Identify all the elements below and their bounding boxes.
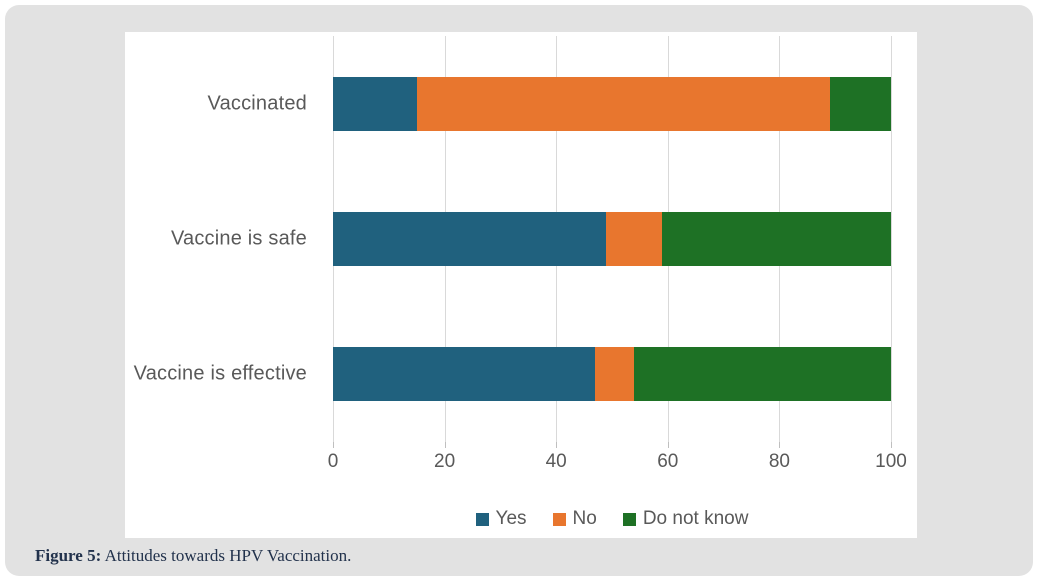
figure-panel: Vaccinated Vaccine is safe Vaccine is effe… bbox=[5, 5, 1033, 576]
bar-segment-do-not-know bbox=[662, 212, 891, 266]
legend-swatch-icon bbox=[552, 512, 566, 526]
bar-row bbox=[333, 212, 891, 266]
category-label: Vaccine is safe bbox=[170, 227, 307, 250]
bar-segment-yes bbox=[333, 347, 596, 402]
plot-area bbox=[333, 36, 892, 442]
legend-label: No bbox=[572, 508, 597, 529]
bar-segment-do-not-know bbox=[829, 76, 891, 131]
bar-segment-no bbox=[595, 347, 635, 402]
x-tick-label: 20 bbox=[434, 451, 456, 472]
x-tick-label: 80 bbox=[768, 451, 790, 472]
bar-segment-no bbox=[606, 212, 663, 266]
chart-legend: Yes No Do not know bbox=[333, 508, 891, 530]
legend-item-do-not-know: Do not know bbox=[622, 508, 749, 530]
bar-segment-do-not-know bbox=[634, 347, 891, 402]
legend-swatch-icon bbox=[622, 512, 636, 526]
x-tick-mark bbox=[779, 442, 781, 448]
x-tick-mark bbox=[556, 442, 558, 448]
x-tick-mark bbox=[333, 442, 334, 448]
bar-row bbox=[333, 347, 891, 402]
legend-item-no: No bbox=[552, 508, 597, 530]
x-tick-label: 100 bbox=[875, 451, 907, 472]
x-tick-label: 60 bbox=[657, 451, 679, 472]
bar-segment-no bbox=[416, 76, 830, 131]
legend-label: Yes bbox=[495, 508, 527, 529]
bar-segment-yes bbox=[333, 212, 607, 266]
x-tick-label: 40 bbox=[545, 451, 567, 472]
figure-caption-label: Figure 5: bbox=[35, 546, 102, 565]
stacked-bar-chart: Vaccinated Vaccine is safe Vaccine is effe… bbox=[125, 32, 917, 538]
x-tick-mark bbox=[667, 442, 669, 448]
category-label: Vaccinated bbox=[207, 92, 307, 115]
legend-label: Do not know bbox=[642, 508, 749, 529]
legend-swatch-icon bbox=[475, 512, 489, 526]
bar-segment-yes bbox=[333, 76, 417, 131]
legend-item-yes: Yes bbox=[475, 508, 527, 530]
x-tick-mark bbox=[891, 442, 892, 448]
gridline bbox=[891, 36, 892, 442]
figure-caption: Figure 5: Attitudes towards HPV Vaccinat… bbox=[35, 546, 351, 566]
category-label: Vaccine is effective bbox=[133, 362, 307, 385]
figure-caption-text: Attitudes towards HPV Vaccination. bbox=[101, 546, 352, 565]
bar-row bbox=[333, 76, 891, 131]
category-axis: Vaccinated Vaccine is safe Vaccine is effe… bbox=[125, 36, 321, 442]
value-axis: 0 20 40 60 80 100 bbox=[328, 442, 907, 478]
x-tick-mark bbox=[444, 442, 446, 448]
x-tick-label: 0 bbox=[327, 451, 339, 472]
